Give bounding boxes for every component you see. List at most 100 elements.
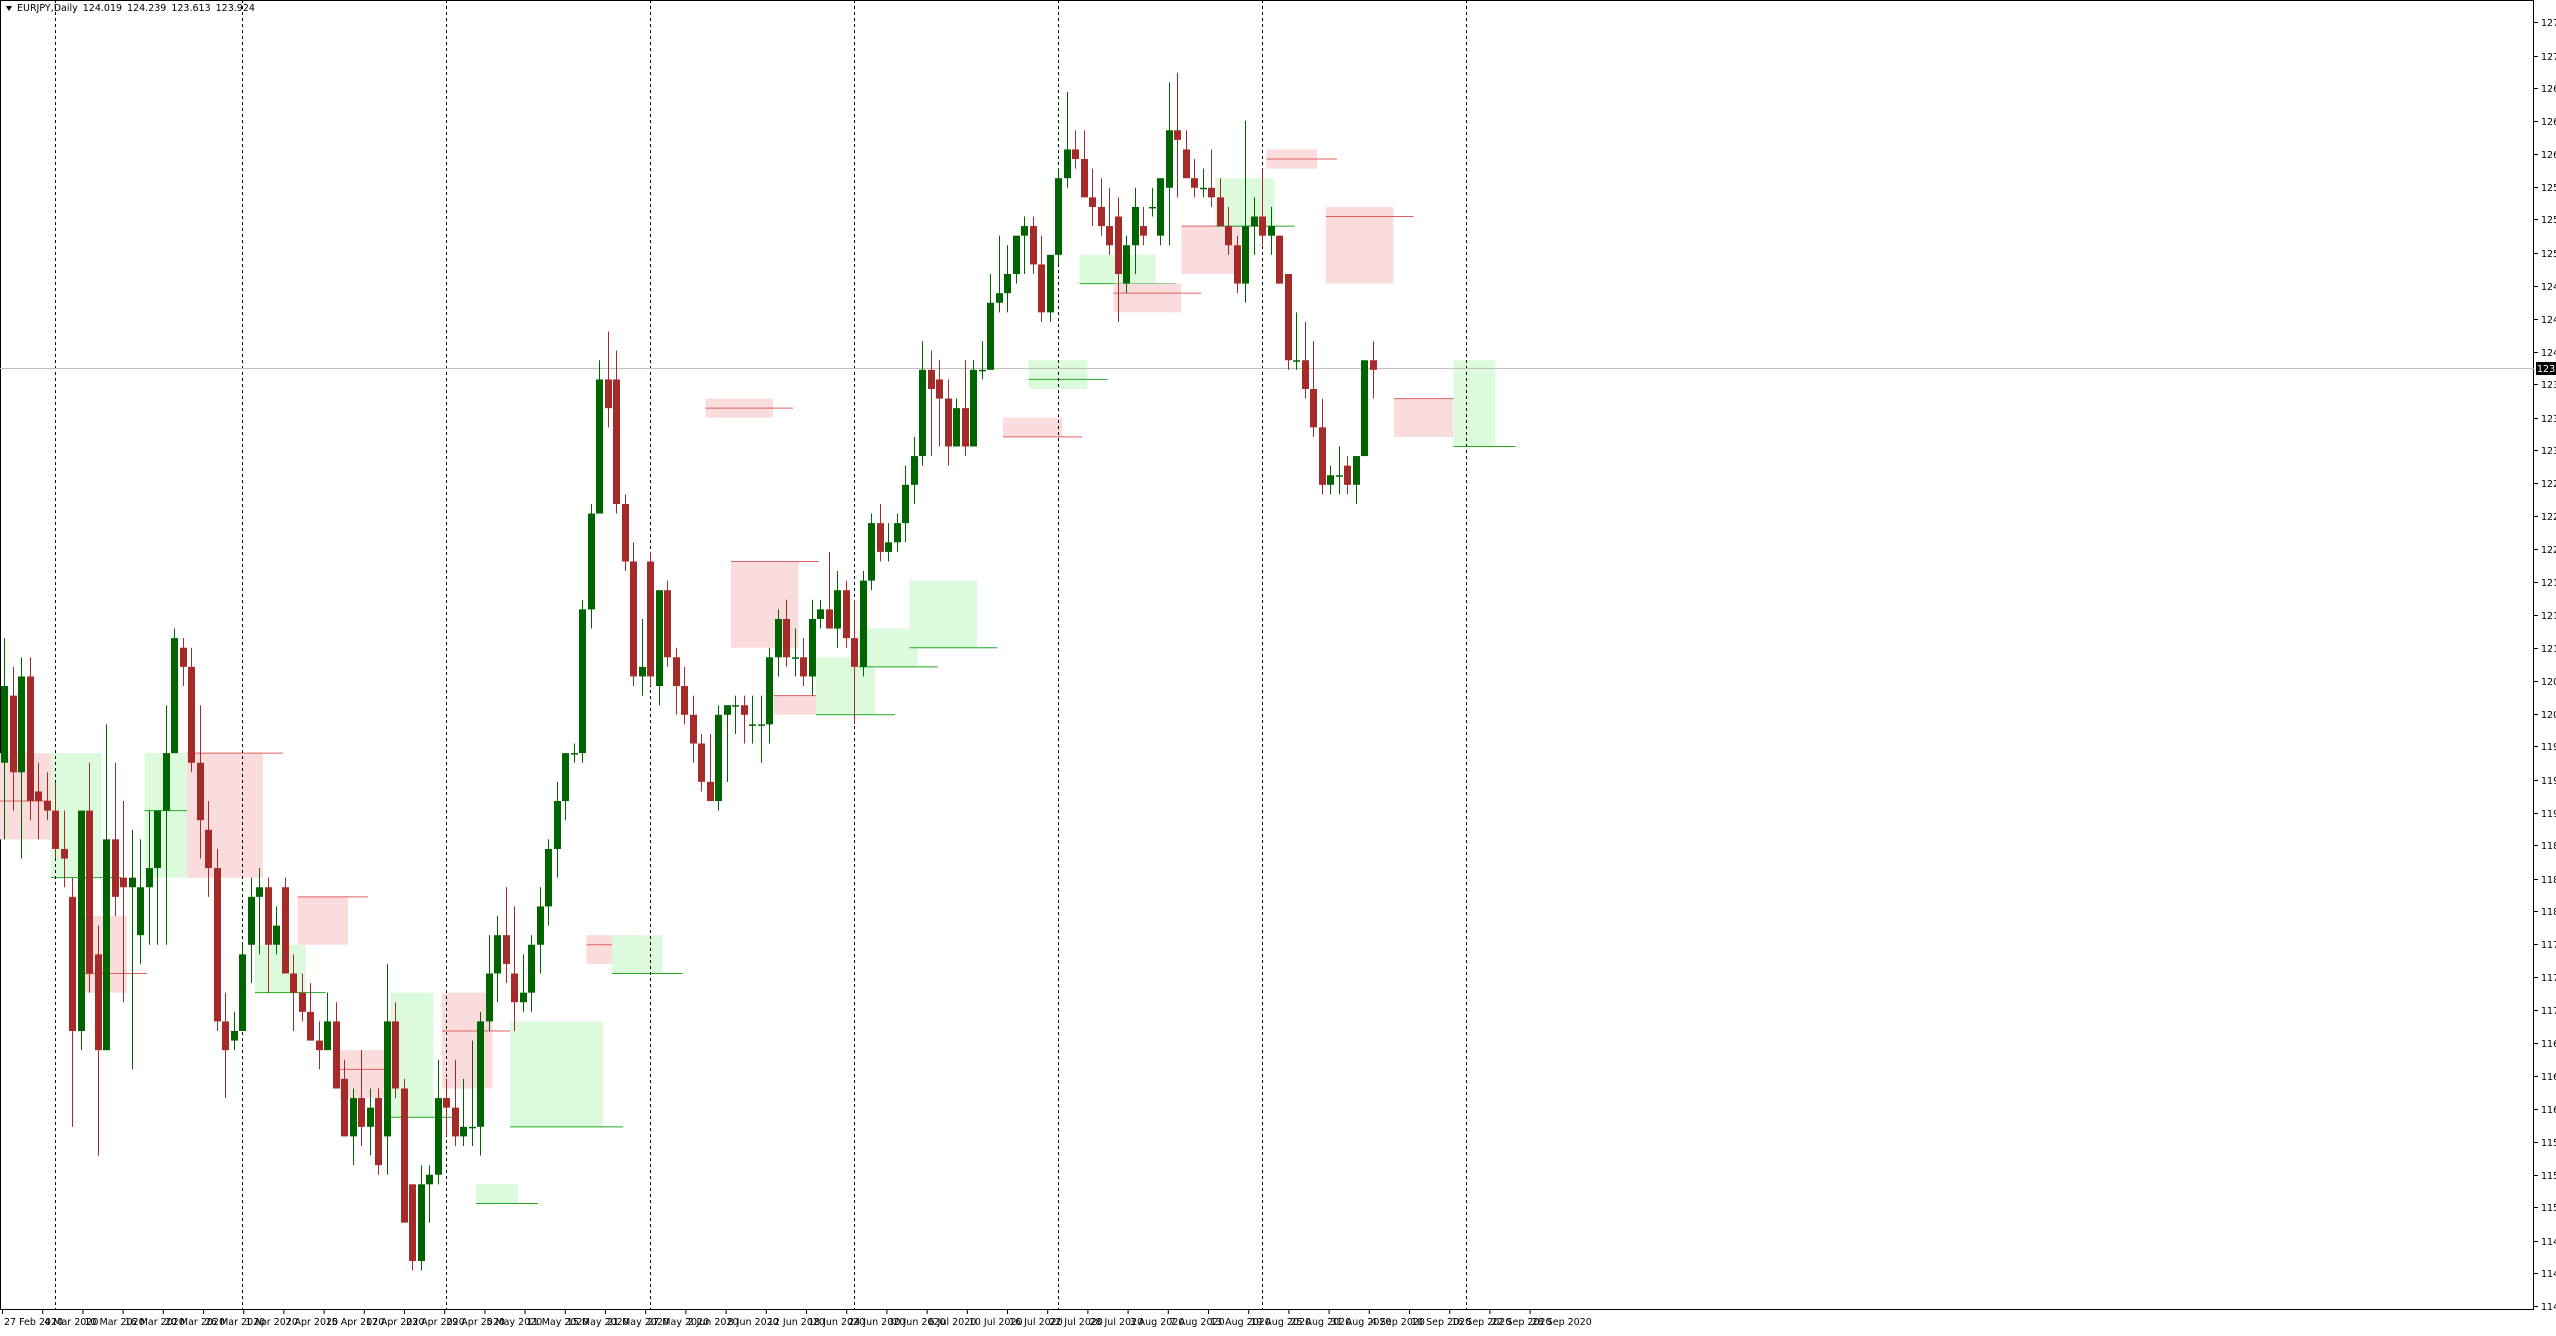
- candle-body: [868, 523, 875, 581]
- candle-body: [61, 848, 68, 859]
- candle-body: [1200, 187, 1207, 190]
- zone-bull-13: [612, 935, 663, 974]
- candle-body: [579, 609, 586, 754]
- candle-body: [1191, 178, 1198, 188]
- candle-body: [426, 1174, 433, 1185]
- candle-body: [452, 1107, 459, 1137]
- candle-body: [613, 379, 620, 504]
- candle-body: [418, 1184, 425, 1261]
- candle-body: [409, 1184, 416, 1261]
- y-tick-label: 119.970: [2541, 742, 2556, 753]
- candle-body: [520, 992, 527, 1003]
- candle-body: [282, 887, 289, 974]
- x-tick-label: 20 Mar 2020: [165, 1317, 225, 1328]
- candle-body: [1336, 475, 1343, 477]
- y-tick-label: 121.000: [2541, 644, 2556, 655]
- candle-body: [911, 456, 918, 485]
- x-tick-label: 16 Sep 2020: [1451, 1317, 1511, 1328]
- candle-body: [273, 925, 280, 945]
- y-tick-label: 124.090: [2541, 348, 2556, 359]
- candle-body: [180, 647, 187, 667]
- candle-body: [350, 1098, 357, 1137]
- candle-body: [1276, 235, 1283, 284]
- candle-body: [622, 503, 629, 562]
- dropdown-triangle-icon[interactable]: [6, 6, 12, 11]
- x-tick-label: 23 Apr 2020: [406, 1317, 465, 1328]
- zone-bull-18: [858, 628, 918, 667]
- candle-body: [231, 1030, 238, 1041]
- y-tick-label: 118.590: [2541, 875, 2556, 886]
- y-tick-label: 126.840: [2541, 84, 2556, 95]
- candle-body: [477, 1021, 484, 1127]
- zone-bear-27: [1326, 206, 1394, 284]
- candle-body: [1038, 264, 1045, 313]
- x-tick-label: 15 Apr 2020: [326, 1317, 385, 1328]
- y-tick-label: 117.220: [2541, 1006, 2556, 1017]
- y-tick-label: 118.940: [2541, 841, 2556, 852]
- candle-body: [885, 542, 892, 552]
- plot-frame: [0, 0, 2534, 1310]
- candle-body: [843, 590, 850, 639]
- candle-body: [1242, 226, 1249, 284]
- x-tick-label: 16 Jul 2020: [1009, 1317, 1063, 1328]
- candle-body: [10, 695, 17, 773]
- y-tick-label: 126.500: [2541, 117, 2556, 128]
- candle-body: [1081, 159, 1088, 198]
- x-tick-label: 4 Sep 2020: [1371, 1317, 1425, 1328]
- x-tick-label: 7 Apr 2020: [285, 1317, 338, 1328]
- x-tick-label: 15 May 2020: [567, 1317, 629, 1328]
- candle-body: [953, 408, 960, 447]
- candle-body: [809, 618, 816, 677]
- zone-bear-9: [442, 992, 493, 1089]
- x-tick-label: 31 Aug 2020: [1331, 1317, 1392, 1328]
- y-tick-label: 115.840: [2541, 1138, 2556, 1149]
- current-price-label: 123.924: [2537, 364, 2556, 375]
- y-tick-label: 124.430: [2541, 315, 2556, 326]
- candle-body: [588, 513, 595, 610]
- candle-body: [1251, 216, 1258, 227]
- candle-body: [1361, 360, 1368, 457]
- candle-body: [1055, 178, 1062, 255]
- candle-body: [970, 369, 977, 447]
- candle-body: [826, 609, 833, 629]
- candle-body: [528, 944, 535, 993]
- x-tick-label: 2 Jun 2020: [687, 1317, 738, 1328]
- y-tick-label: 116.190: [2541, 1105, 2556, 1116]
- candle-body: [962, 408, 969, 447]
- y-tick-label: 121.690: [2541, 578, 2556, 589]
- candle-body: [1064, 149, 1071, 179]
- x-tick-label: 1 Apr 2020: [245, 1317, 298, 1328]
- symbol-info-bar: EURJPY,Daily 124.019 124.239 123.613 123.924: [6, 3, 260, 14]
- candle-body: [639, 666, 646, 677]
- candle-body: [443, 1098, 450, 1108]
- y-tick-label: 114.130: [2541, 1302, 2556, 1313]
- candle-body: [690, 714, 697, 744]
- candle-body: [367, 1107, 374, 1127]
- high-value: 124.239: [127, 3, 167, 14]
- candle-body: [724, 705, 731, 715]
- candle-body: [324, 1021, 331, 1051]
- candle-body: [69, 896, 76, 1031]
- candle-body: [1183, 149, 1190, 179]
- y-tick-label: 117.910: [2541, 940, 2556, 951]
- candle-body: [1030, 226, 1037, 265]
- x-tick-label: 28 Jul 2020: [1089, 1317, 1143, 1328]
- zone-bull-1: [51, 753, 102, 878]
- candle-body: [834, 590, 841, 629]
- x-tick-label: 4 Mar 2020: [44, 1317, 98, 1328]
- candle-body: [894, 523, 901, 543]
- y-tick-label: 122.720: [2541, 479, 2556, 490]
- candle-body: [1166, 130, 1173, 188]
- candle-body: [1157, 178, 1164, 236]
- candle-body: [401, 1088, 408, 1223]
- candle-body: [741, 705, 748, 715]
- candle-body: [146, 868, 153, 888]
- candle-body: [316, 1040, 323, 1051]
- y-tick-label: 119.280: [2541, 809, 2556, 820]
- zone-bear-28: [1394, 398, 1453, 437]
- x-tick-label: 30 Jun 2020: [888, 1317, 945, 1328]
- candle-body: [239, 954, 246, 1031]
- y-tick-label: 117.560: [2541, 973, 2556, 984]
- candle-body: [758, 724, 765, 726]
